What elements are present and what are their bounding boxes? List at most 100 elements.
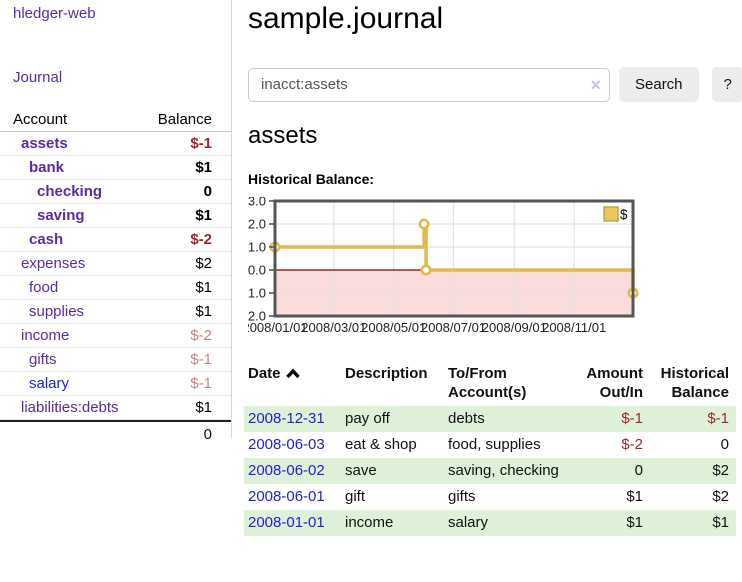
account-balance: $1	[195, 207, 212, 224]
transaction-date-link[interactable]: 2008-12-31	[248, 410, 325, 427]
transaction-accounts: gifts	[448, 488, 476, 505]
sidebar-account-link-bank[interactable]: bank	[29, 159, 65, 176]
sidebar: hledger-web Journal Account Balance asse…	[0, 0, 232, 443]
col-header-balance[interactable]: Historical Balance	[660, 365, 729, 401]
transaction-date-link[interactable]: 2008-01-01	[244, 510, 345, 536]
transaction-date-link[interactable]: 2008-06-01	[244, 484, 345, 510]
account-balance: $-1	[190, 375, 212, 392]
sidebar-item-journal[interactable]: Journal	[13, 69, 63, 86]
transaction-description: pay off	[345, 410, 390, 427]
account-row: income $-2	[0, 324, 231, 348]
account-balance: $1	[195, 159, 212, 176]
page-title: sample.journal	[248, 2, 444, 35]
svg-text:-2.0: -2.0	[248, 309, 266, 324]
accounts-total-row: 0	[0, 420, 231, 446]
account-balance: 0	[203, 183, 212, 200]
register-table: Date Description To/From Account(s) Amoun…	[244, 362, 736, 536]
transaction-date-link[interactable]: 2008-06-01	[248, 488, 325, 505]
x-axis-label: 2008/11/01	[542, 320, 606, 335]
account-row: supplies $1	[0, 300, 231, 324]
transaction-accounts: saving, checking	[448, 462, 559, 479]
account-balance: $1	[195, 399, 212, 416]
transaction-accounts: food, supplies	[448, 436, 541, 453]
transaction-accounts: salary	[448, 514, 489, 531]
sidebar-account-link-liabilities-debts[interactable]: liabilities:debts	[21, 399, 119, 416]
account-rows: assets $-1 bank $1 checking 0 saving $1 cash $-2 e…	[0, 132, 231, 420]
transaction-date-link[interactable]: 2008-06-02	[244, 458, 345, 484]
transaction-amount: $-2	[621, 436, 643, 453]
account-row: expenses $2	[0, 252, 231, 276]
sidebar-account-link-saving[interactable]: saving	[37, 207, 85, 224]
account-balance: $-1	[190, 135, 212, 152]
transaction-amount: 0	[634, 462, 643, 479]
register-row: 2008-06-02 save saving, checking 0 $2	[244, 458, 736, 484]
transaction-amount: $1	[626, 488, 643, 505]
transaction-description: save	[345, 462, 377, 479]
register-rows: 2008-12-31 pay off debts $-1 $-1 2008-06-03 ea…	[244, 406, 736, 536]
sidebar-account-link-supplies[interactable]: supplies	[29, 303, 85, 320]
svg-text:1.0: 1.0	[248, 240, 266, 255]
transaction-description: gift	[345, 488, 366, 505]
help-button[interactable]: ?	[711, 67, 742, 102]
svg-text:2.0: 2.0	[248, 217, 266, 232]
register-row: 2008-06-01 gift gifts $1 $2	[244, 484, 736, 510]
col-header-date[interactable]: Date	[244, 362, 345, 406]
transaction-date-link[interactable]: 2008-01-01	[248, 514, 325, 531]
sidebar-account-link-cash[interactable]: cash	[29, 231, 64, 248]
transaction-description: income	[345, 514, 394, 531]
sidebar-account-link-food[interactable]: food	[29, 279, 59, 296]
account-row: salary $-1	[0, 372, 231, 396]
x-axis-label: 2008/03/01	[301, 320, 366, 335]
svg-text:3.0: 3.0	[248, 197, 266, 209]
account-row: assets $-1	[0, 132, 231, 156]
sidebar-account-link-salary[interactable]: salary	[29, 375, 70, 392]
account-title: assets	[248, 122, 318, 149]
transaction-balance: $2	[712, 462, 729, 479]
brand-link[interactable]: hledger-web	[13, 5, 96, 22]
account-balance: $1	[195, 279, 212, 296]
col-header-amount[interactable]: Amount Out/In	[586, 365, 643, 401]
search-form: × Search ?	[248, 67, 742, 102]
search-input[interactable]	[248, 67, 610, 102]
transaction-balance: 0	[720, 436, 729, 453]
transaction-date-link[interactable]: 2008-06-02	[248, 462, 325, 479]
transaction-accounts: debts	[448, 410, 485, 427]
chart-heading: Historical Balance:	[248, 171, 375, 187]
account-row: liabilities:debts $1	[0, 396, 231, 420]
sidebar-account-link-checking[interactable]: checking	[37, 183, 103, 200]
account-row: checking 0	[0, 180, 231, 204]
sidebar-account-link-income[interactable]: income	[21, 327, 70, 344]
register-row: 2008-01-01 income salary $1 $1	[244, 510, 736, 536]
accounts-table: Account Balance assets $-1 bank $1 checking 0…	[0, 108, 231, 446]
clear-search-icon[interactable]: ×	[590, 74, 601, 95]
sidebar-account-link-assets[interactable]: assets	[21, 135, 68, 152]
x-axis-label: 2008/01/01	[248, 320, 308, 335]
account-row: bank $1	[0, 156, 231, 180]
col-header-description[interactable]: Description	[345, 365, 428, 382]
transaction-balance: $2	[712, 488, 729, 505]
accounts-header-account: Account	[13, 111, 68, 128]
accounts-header-balance: Balance	[157, 111, 212, 128]
register-row: 2008-12-31 pay off debts $-1 $-1	[244, 406, 736, 432]
accounts-total-value: 0	[203, 425, 212, 443]
main-content: sample.journal × Search ? assets Histori…	[232, 0, 742, 582]
chart-canvas: 3.0 2.0 1.0 0.0 -1.0 -2.02008/01/012008/03/01…	[242, 194, 639, 335]
x-axis-label: 2008/07/01	[421, 320, 486, 335]
account-balance: $-2	[190, 327, 212, 344]
search-button[interactable]: Search	[619, 67, 699, 102]
sidebar-account-link-expenses[interactable]: expenses	[21, 255, 86, 272]
transaction-amount: $1	[626, 514, 643, 531]
register-row: 2008-06-03 eat & shop food, supplies $-2 0	[244, 432, 736, 458]
accounts-table-header: Account Balance	[0, 108, 231, 132]
account-row: cash $-2	[0, 228, 231, 252]
sort-ascending-icon	[285, 368, 300, 379]
historical-balance-chart: 3.0 2.0 1.0 0.0 -1.0 -2.02008/01/012008/03/01…	[242, 194, 650, 345]
account-row: food $1	[0, 276, 231, 300]
sidebar-account-link-gifts[interactable]: gifts	[29, 351, 57, 368]
col-header-accounts[interactable]: To/From Account(s)	[448, 365, 527, 401]
transaction-date-link[interactable]: 2008-06-03	[248, 436, 325, 453]
transaction-description: eat & shop	[345, 436, 417, 453]
transaction-date-link[interactable]: 2008-06-03	[244, 432, 345, 458]
legend-label: $	[620, 207, 628, 222]
transaction-date-link[interactable]: 2008-12-31	[244, 406, 345, 432]
